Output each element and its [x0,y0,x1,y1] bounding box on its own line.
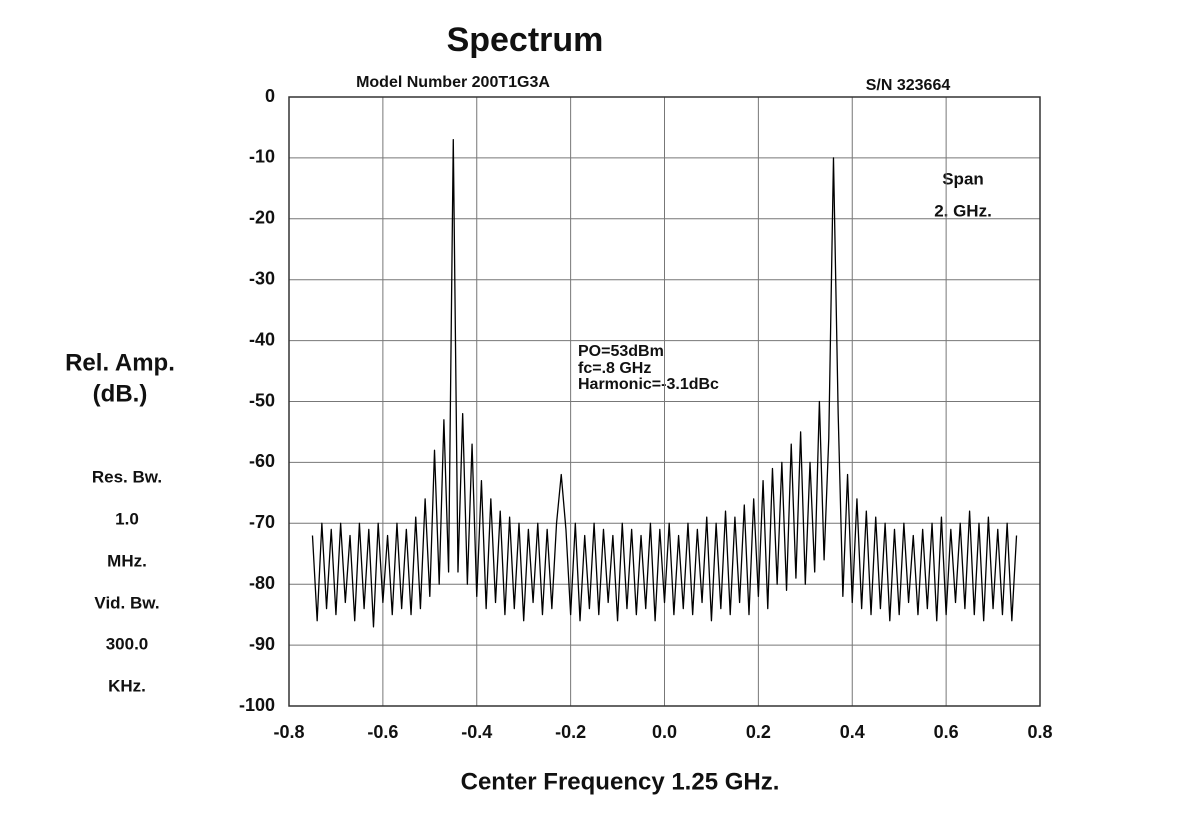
note: MHz. [107,551,147,570]
x-tick-label: -0.8 [273,722,304,742]
y-tick-label: -20 [249,208,275,228]
y-tick-label: -30 [249,268,275,288]
model-number: Model Number 200T1G3A [356,74,550,91]
span-label: Span [942,169,984,188]
x-tick-label: 0.6 [934,722,959,742]
y-axis-label: Rel. Amp. [65,349,175,376]
x-tick-label: 0.0 [652,722,677,742]
note: 1.0 [115,509,139,528]
span-value: 2. GHz. [934,201,992,220]
annotation: PO=53dBm [578,343,664,360]
serial-number: S/N 323664 [866,77,951,94]
spectrum-line [311,138,1018,628]
y-tick-label: -40 [249,329,275,349]
x-axis-label: Center Frequency 1.25 GHz. [461,768,780,795]
y-tick-label: -90 [249,634,275,654]
y-tick-label: -50 [249,390,275,410]
plot-frame [288,96,1041,707]
note: KHz. [108,676,146,695]
y-tick-label: -70 [249,512,275,532]
x-tick-label: 0.2 [746,722,771,742]
y-tick-label: 0 [265,86,275,106]
y-tick-label: -10 [249,147,275,167]
chart-title: Spectrum [447,21,604,59]
y-tick-label: -100 [239,695,275,715]
y-tick-label: -80 [249,573,275,593]
y-tick-label: -60 [249,451,275,471]
annotation: fc=.8 GHz [578,360,651,377]
x-tick-label: 0.8 [1027,722,1052,742]
x-tick-label: -0.2 [555,722,586,742]
x-tick-label: 0.4 [840,722,865,742]
y-axis-label: (dB.) [93,380,148,407]
note: Vid. Bw. [94,593,159,612]
x-tick-label: -0.4 [461,722,492,742]
x-tick-label: -0.6 [367,722,398,742]
annotation: Harmonic=-3.1dBc [578,376,719,393]
note: 300.0 [106,634,149,653]
note: Res. Bw. [92,467,162,486]
